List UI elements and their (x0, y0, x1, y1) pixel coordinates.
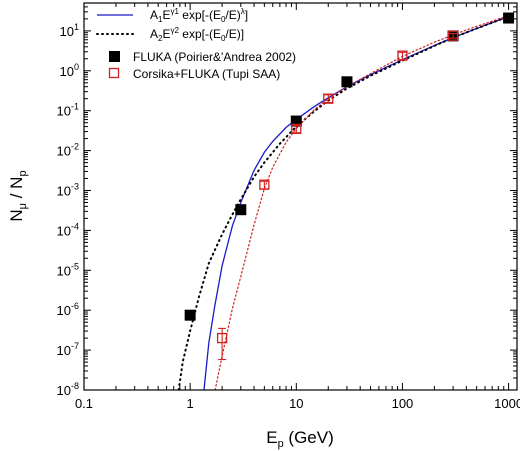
y-axis-title: Nμ / Np (7, 170, 29, 221)
legend-label-fluka: FLUKA (Poirier&'Andrea 2002) (133, 50, 296, 64)
y-tick-label: 10-2 (57, 142, 79, 159)
legend-label-corsika: Corsika+FLUKA (Tupi SAA) (133, 67, 280, 81)
data-point-fluka (235, 204, 247, 216)
plot-frame (83, 2, 518, 391)
data-point-fluka (290, 115, 302, 127)
x-axis-title-unit: (GeV) (284, 428, 334, 447)
x-axis-title-main: E (266, 428, 277, 447)
x-tick-label: 1000 (494, 396, 520, 411)
data-point-corsika (397, 50, 408, 61)
tick-labels: 0.1 1 10 100 1000 10-8 10-7 10-6 10-5 10-4 10-3 10-… (57, 22, 520, 411)
y-tick-label: 10-4 (57, 221, 79, 238)
y-axis-title-den: N (7, 177, 26, 189)
y-tick-label: 10-6 (57, 301, 79, 318)
legend: A1Eγ1 exp[-(E0/E)λ] A2Eγ2 exp[-(E0/E)] F… (96, 7, 296, 81)
x-tick-label: 10 (289, 396, 303, 411)
x-tick-label: 1 (187, 396, 194, 411)
y-tick-label: 10-1 (57, 102, 79, 119)
y-axis-title-num-sub: μ (17, 203, 29, 209)
y-axis-title-sep: / (7, 189, 26, 203)
y-tick-label: 10-5 (57, 261, 79, 278)
y-tick-label: 10-8 (57, 381, 79, 398)
data-point-corsika (291, 123, 302, 135)
y-axis-title-num: N (7, 209, 26, 221)
data-markers (184, 12, 515, 361)
data-point-corsika (216, 332, 228, 344)
legend-symbol-corsika (108, 67, 120, 79)
data-point-corsika (259, 179, 270, 190)
curve-dotted-line (177, 13, 514, 390)
legend-label-a2: A2Eγ2 exp[-(E0/E)] (150, 26, 244, 43)
x-tick-label: 0.1 (75, 396, 93, 411)
data-point-corsika (447, 30, 459, 41)
legend-symbol-fluka (109, 51, 120, 62)
y-tick-label: 101 (60, 22, 79, 39)
x-tick-label: 100 (392, 396, 414, 411)
x-axis-title-sub: p (278, 438, 284, 450)
y-tick-label: 100 (60, 62, 79, 79)
data-point-fluka (184, 309, 196, 321)
data-point-fluka (341, 76, 353, 88)
y-tick-label: 10-3 (57, 181, 79, 198)
x-axis-title: Ep (GeV) (266, 428, 334, 450)
data-point-fluka (503, 12, 515, 24)
legend-label-a1: A1Eγ1 exp[-(E0/E)λ] (150, 7, 248, 24)
y-axis-title-den-sub: p (17, 170, 29, 176)
data-point-corsika (323, 93, 334, 104)
y-tick-label: 10-7 (57, 341, 79, 358)
